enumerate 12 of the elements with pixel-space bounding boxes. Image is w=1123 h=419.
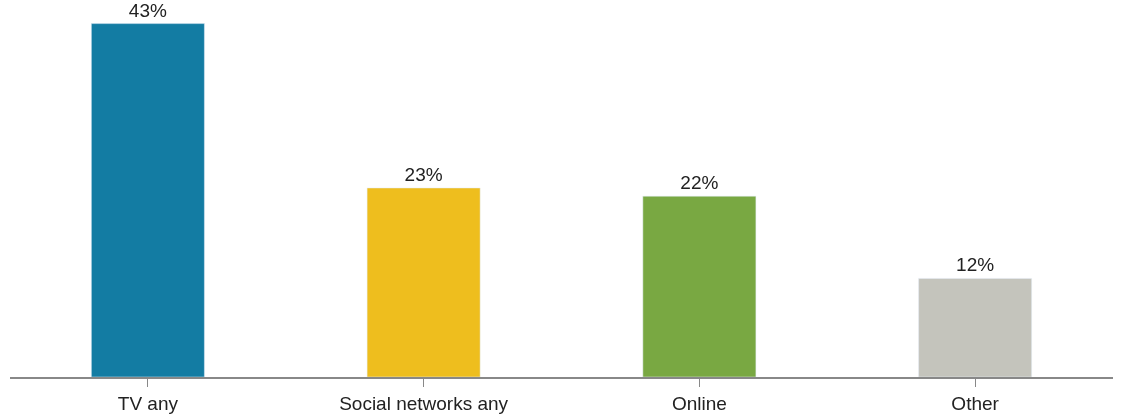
x-tick-label: Social networks any — [339, 392, 509, 414]
data-label: 12% — [956, 254, 995, 276]
data-label: 22% — [680, 172, 719, 194]
data-label: 43% — [128, 0, 167, 21]
bar — [366, 187, 481, 377]
bar — [91, 23, 205, 377]
x-tick-label: Other — [951, 392, 1000, 414]
bar — [918, 278, 1032, 377]
x-tick-label: TV any — [117, 392, 179, 414]
bar — [642, 195, 757, 377]
x-tick-label: Online — [671, 392, 727, 414]
data-label: 23% — [404, 163, 443, 185]
